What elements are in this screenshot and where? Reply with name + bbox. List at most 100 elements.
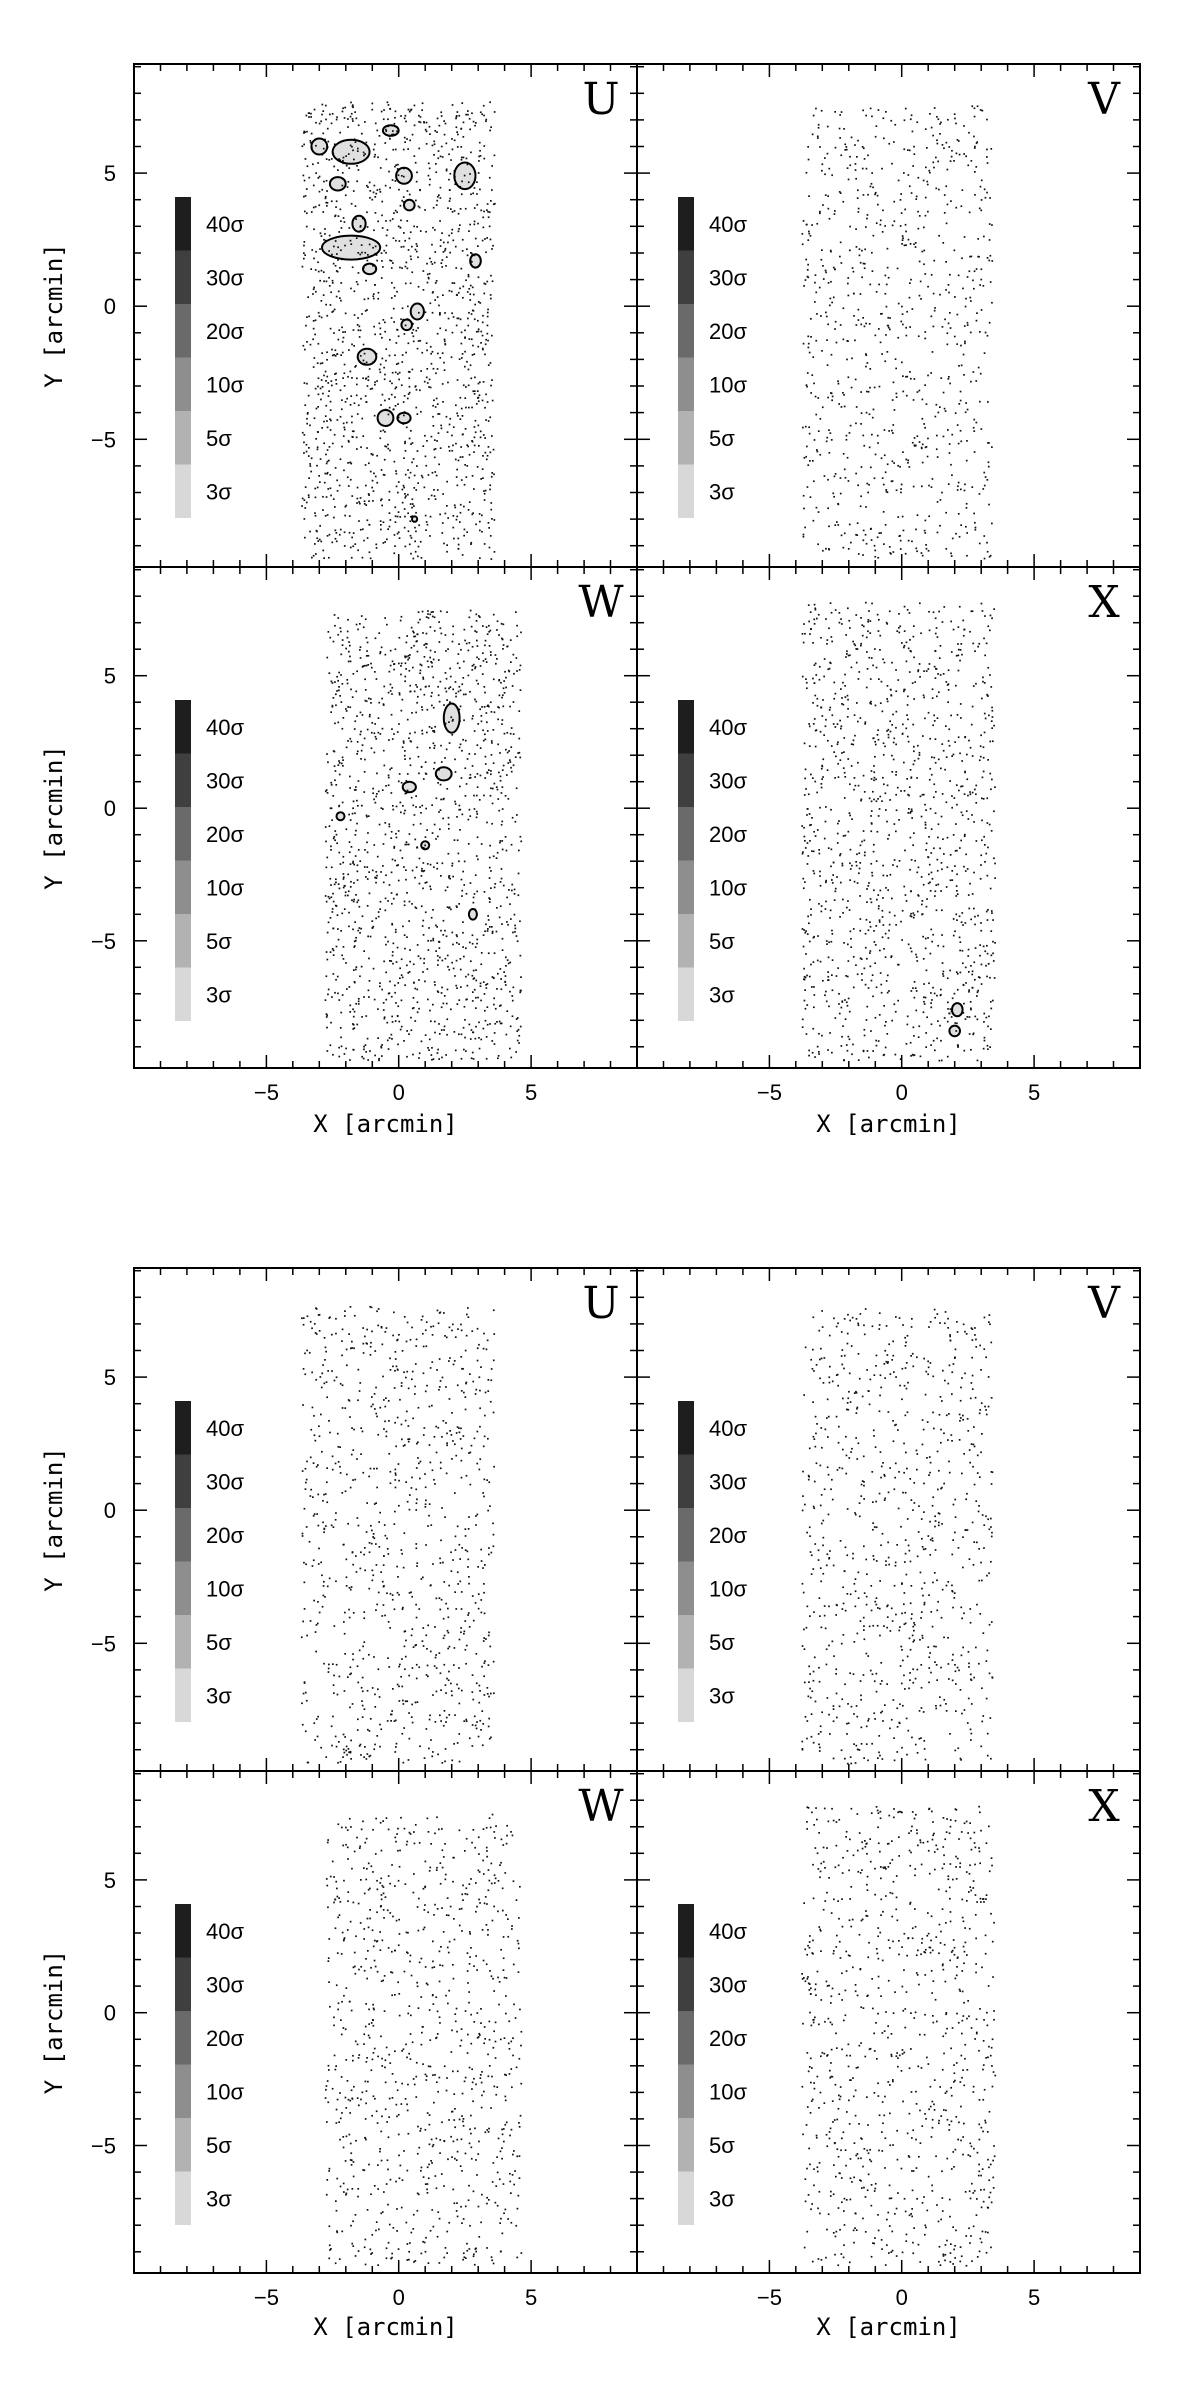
scatter-point [432, 676, 435, 679]
scatter-point [421, 925, 424, 927]
scatter-point [304, 195, 307, 197]
scatter-point [947, 429, 949, 431]
scatter-point [310, 116, 312, 118]
scatter-point [977, 255, 979, 258]
scatter-point [451, 1759, 454, 1762]
scatter-point [922, 935, 924, 938]
scatter-point [888, 142, 891, 145]
scatter-point [433, 744, 436, 747]
scatter-point [803, 999, 806, 1002]
scatter-point [486, 209, 488, 211]
scatter-point [889, 688, 892, 691]
scatter-point [387, 900, 389, 902]
scatter-point [335, 833, 338, 836]
scatter-point [917, 210, 919, 213]
scatter-point [367, 375, 370, 378]
scatter-point [958, 153, 961, 156]
scatter-point [827, 975, 830, 978]
scatter-point [303, 518, 306, 520]
scatter-point [830, 808, 832, 811]
scatter-point [489, 794, 492, 797]
scatter-point [434, 439, 436, 441]
scatter-point [412, 630, 414, 633]
scatter-point [880, 991, 883, 994]
scatter-point [340, 674, 342, 676]
scatter-point [830, 940, 833, 943]
scatter-point [479, 520, 481, 523]
scatter-point [472, 344, 474, 347]
scatter-point [352, 430, 355, 433]
scatter-point [390, 317, 393, 319]
scatter-point [884, 360, 887, 363]
scatter-point [867, 929, 870, 932]
scatter-point [923, 1003, 926, 1005]
scatter-point [888, 990, 890, 992]
scatter-point [873, 776, 876, 779]
scatter-point [519, 920, 521, 923]
scatter-point [352, 807, 354, 810]
scatter-point [890, 955, 893, 957]
scatter-point [449, 197, 451, 200]
scatter-point [952, 628, 955, 631]
scatter-point [340, 354, 342, 356]
scatter-point [470, 625, 473, 628]
scatter-point [428, 726, 431, 728]
scatter-point [486, 311, 489, 314]
scatter-point [443, 361, 445, 364]
scatter-point [347, 706, 349, 708]
scatter-point [330, 845, 332, 848]
scatter-point [372, 295, 375, 298]
scatter-point [407, 249, 410, 251]
scatter-point [860, 495, 862, 498]
scatter-point [365, 876, 367, 878]
scatter-point [819, 870, 821, 873]
scatter-point [393, 460, 396, 463]
scatter-point [353, 1010, 356, 1013]
scatter-point [467, 324, 470, 327]
scatter-point [866, 901, 868, 903]
scatter-point [829, 304, 831, 307]
scatter-point [990, 910, 993, 912]
scatter-point [359, 711, 362, 714]
scatter-point [861, 167, 864, 170]
scatter-point [477, 319, 479, 322]
scatter-point [448, 721, 450, 723]
scatter-point [398, 378, 400, 381]
scatter-point [326, 375, 329, 378]
scatter-point [914, 987, 917, 989]
scatter-point [961, 949, 964, 952]
scatter-point [420, 812, 422, 814]
scatter-point [893, 859, 896, 861]
scatter-point [917, 335, 920, 338]
scatter-point [415, 640, 418, 643]
scatter-point [484, 437, 486, 439]
scatter-point [382, 473, 385, 476]
scatter-point [961, 760, 963, 762]
scatter-point [939, 123, 941, 125]
scatter-point [403, 232, 405, 234]
scatter-point [475, 1007, 477, 1009]
scatter-point [484, 343, 487, 346]
scatter-point [801, 825, 803, 827]
scatter-point [516, 624, 518, 627]
scatter-point [304, 404, 307, 406]
scatter-point [345, 710, 348, 712]
scatter-point [966, 324, 969, 326]
scatter-point [842, 681, 844, 684]
scatter-point [386, 229, 389, 231]
scatter-point [827, 478, 829, 481]
scatter-point [860, 644, 862, 647]
scatter-point [844, 776, 847, 778]
scatter-point [319, 387, 322, 390]
scatter-point [939, 1024, 941, 1027]
scatter-point [885, 490, 888, 493]
scatter-point [486, 203, 489, 205]
scatter-point [403, 754, 406, 757]
scatter-point [947, 1008, 949, 1010]
scatter-point [980, 199, 983, 201]
scatter-point [315, 121, 317, 124]
scatter-point [864, 723, 866, 725]
scatter-point [379, 333, 382, 335]
scatter-point [837, 380, 839, 383]
scatter-point [330, 122, 333, 125]
